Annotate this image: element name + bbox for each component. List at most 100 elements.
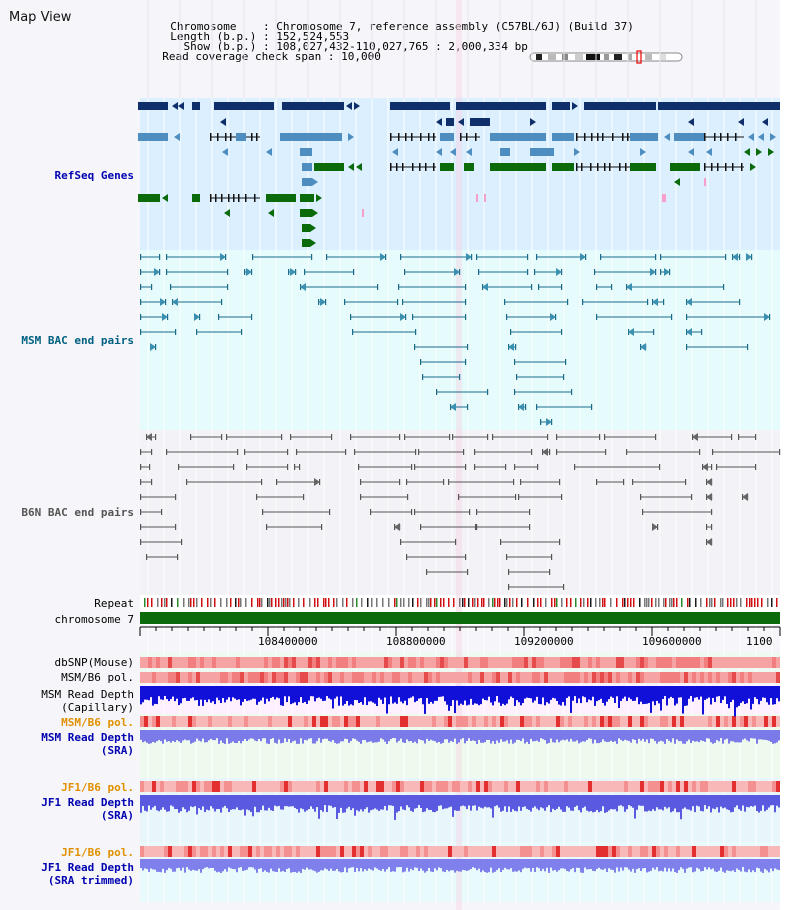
depth-bar	[576, 859, 578, 868]
bac-end	[596, 314, 598, 320]
heat-cell	[732, 716, 736, 727]
repeat-element	[566, 598, 568, 607]
heat-cell	[524, 781, 528, 792]
depth-bar	[520, 795, 522, 811]
depth-bar	[198, 795, 200, 809]
heat-cell	[512, 846, 516, 857]
bac-end-arrow	[400, 313, 406, 321]
depth-bar	[684, 859, 686, 873]
depth-bar	[408, 730, 410, 742]
track-label-msm-depth-sra[interactable]: MSM Read Depth (SRA)	[0, 731, 134, 757]
gene-exon-tick	[604, 163, 606, 171]
track-label-jf1-depth-sra[interactable]: JF1 Read Depth (SRA)	[0, 796, 134, 822]
depth-bar	[562, 859, 564, 869]
depth-bar	[698, 859, 700, 869]
jf1-depth-trimmed[interactable]	[140, 859, 780, 873]
track-label-refseq[interactable]: RefSeq Genes	[54, 169, 134, 182]
repeat-element	[599, 598, 601, 607]
heat-cell	[384, 672, 388, 683]
msm-bac-end-pairs[interactable]	[140, 253, 771, 426]
track-label-msm-b6-pol[interactable]: MSM/B6 pol.	[61, 671, 134, 684]
jf1-depth-sra[interactable]	[140, 795, 780, 820]
track-label-jf1-depth-trimmed[interactable]: JF1 Read Depth (SRA trimmed)	[0, 861, 134, 887]
depth-bar	[464, 730, 466, 744]
msm-b6-pol-heatmap-2[interactable]	[140, 716, 780, 727]
repeat-element	[196, 598, 198, 607]
msm-depth-sra[interactable]	[140, 730, 780, 744]
gene-exon-tick	[433, 133, 435, 141]
track-label-chromosome[interactable]: chromosome 7	[54, 613, 134, 626]
heat-cell	[384, 657, 388, 668]
depth-bar	[716, 686, 718, 697]
track-label-msm-b6-pol-2[interactable]: MSM/B6 pol.	[61, 716, 134, 729]
depth-bar	[606, 795, 608, 813]
bac-end	[582, 299, 584, 305]
heat-cell	[468, 672, 472, 683]
depth-bar	[700, 686, 702, 697]
bac-end	[463, 449, 465, 455]
bac-end	[632, 479, 634, 485]
depth-bar	[240, 859, 242, 868]
heat-cell	[428, 846, 432, 857]
depth-bar	[290, 686, 292, 705]
jf1-b6-pol-heatmap[interactable]	[140, 781, 780, 792]
heat-cell	[700, 657, 704, 668]
track-label-dbsnp[interactable]: dbSNP(Mouse)	[54, 656, 134, 669]
msm-b6-pol-heatmap[interactable]	[140, 672, 780, 683]
ideogram-view-marker[interactable]	[636, 50, 642, 64]
bac-end	[233, 464, 235, 470]
depth-bar	[660, 859, 662, 871]
depth-bar	[480, 795, 482, 808]
heat-cell	[372, 716, 376, 727]
depth-bar	[142, 795, 144, 807]
refseq-genes[interactable]	[138, 102, 780, 247]
depth-bar	[454, 686, 456, 714]
chromosome-ideogram[interactable]	[529, 50, 683, 64]
depth-bar	[768, 730, 770, 741]
bac-end	[571, 389, 573, 395]
depth-bar	[722, 795, 724, 809]
bac-end-arrow	[146, 433, 152, 441]
depth-bar	[650, 730, 652, 739]
strand-arrow	[312, 209, 318, 217]
depth-bar	[428, 859, 430, 869]
depth-bar	[274, 795, 276, 806]
heat-cell	[344, 672, 348, 683]
bac-end	[226, 434, 228, 440]
dbsnp-heatmap[interactable]	[140, 657, 780, 668]
heat-cell	[524, 846, 528, 857]
heat-cell	[276, 781, 280, 792]
depth-bar	[496, 859, 498, 871]
depth-bar	[174, 795, 176, 810]
track-label-jf1-b6-pol-2[interactable]: JF1/B6 pol.	[61, 846, 134, 859]
heat-cell	[184, 657, 188, 668]
bac-end	[190, 434, 192, 440]
depth-bar	[396, 859, 398, 868]
chromosome-bar[interactable]	[140, 612, 780, 624]
heat-cell	[304, 846, 308, 857]
msm-depth-capillary[interactable]	[140, 686, 780, 717]
depth-bar	[306, 686, 308, 704]
depth-bar	[602, 859, 604, 870]
bac-end-arrow	[220, 253, 226, 261]
heat-cell	[560, 846, 564, 857]
heat-cell	[464, 716, 468, 727]
bac-end	[591, 404, 593, 410]
depth-bar	[382, 686, 384, 704]
track-label-repeat[interactable]: Repeat	[94, 597, 134, 610]
b6n-bac-end-pairs[interactable]	[140, 433, 781, 590]
gene-exon-tick	[625, 163, 627, 171]
heat-cell	[364, 781, 368, 792]
track-label-b6n-bac[interactable]: B6N BAC end pairs	[21, 506, 134, 519]
bac-end	[663, 299, 665, 305]
depth-bar	[220, 730, 222, 741]
track-label-jf1-b6-pol[interactable]: JF1/B6 pol.	[61, 781, 134, 794]
repeat-track[interactable]	[144, 598, 778, 607]
jf1-b6-pol-heatmap-2[interactable]	[140, 846, 780, 857]
track-label-msm-bac[interactable]: MSM BAC end pairs	[21, 334, 134, 347]
track-label-msm-depth-capillary[interactable]: MSM Read Depth (Capillary)	[0, 688, 134, 714]
depth-bar	[242, 730, 244, 742]
depth-bar	[534, 859, 536, 872]
depth-bar	[744, 859, 746, 872]
